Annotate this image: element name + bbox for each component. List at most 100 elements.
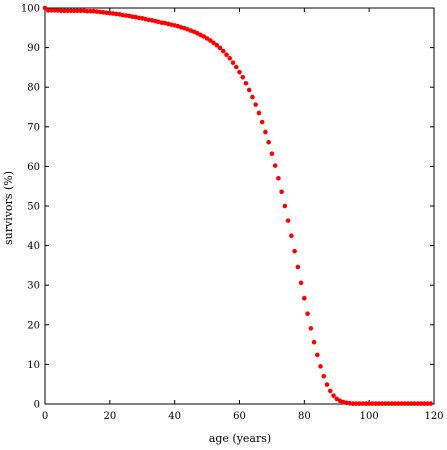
data-point: [321, 373, 327, 379]
data-point: [52, 8, 58, 13]
data-point: [217, 45, 223, 51]
data-point: [350, 401, 356, 406]
data-points: [42, 5, 434, 406]
data-point: [230, 60, 236, 65]
data-point: [318, 364, 323, 369]
data-point: [421, 401, 427, 406]
data-point: [428, 401, 434, 406]
data-point: [295, 264, 301, 270]
data-point: [240, 75, 246, 80]
data-point: [211, 40, 216, 46]
data-point: [259, 119, 265, 125]
data-point: [71, 8, 77, 14]
data-point: [220, 48, 226, 54]
data-point: [409, 401, 414, 406]
data-point: [266, 139, 271, 145]
data-point: [392, 401, 398, 406]
x-tick-label: 120: [424, 411, 443, 422]
data-point: [376, 401, 382, 406]
y-tick-label: 40: [27, 241, 40, 252]
y-tick-label: 10: [27, 360, 40, 371]
x-tick-label: 100: [360, 411, 379, 422]
data-point: [208, 38, 213, 43]
plot-frame: [44, 7, 435, 405]
data-point: [224, 52, 229, 58]
data-point: [253, 102, 259, 107]
data-point: [243, 80, 249, 86]
data-point: [289, 233, 294, 238]
data-point: [379, 401, 385, 406]
data-point: [256, 110, 262, 116]
data-point: [360, 401, 365, 406]
y-tick-label: 50: [27, 202, 40, 213]
data-point: [298, 280, 304, 286]
data-point: [237, 69, 242, 75]
data-point: [263, 129, 268, 135]
data-point: [68, 8, 74, 14]
y-tick-label: 20: [27, 320, 40, 331]
data-point: [327, 388, 333, 394]
data-point: [84, 8, 90, 14]
data-point: [396, 401, 401, 406]
data-point: [272, 163, 278, 168]
data-point: [302, 295, 307, 301]
data-point: [276, 175, 281, 181]
data-point: [373, 401, 378, 406]
data-point: [88, 8, 93, 14]
data-point: [311, 339, 317, 345]
data-point: [415, 401, 421, 406]
data-point: [214, 42, 220, 48]
data-point: [331, 393, 336, 398]
x-tick-label: 0: [42, 411, 48, 422]
data-point: [49, 8, 54, 13]
data-point: [353, 401, 359, 406]
data-point: [402, 401, 408, 406]
data-point: [58, 8, 64, 14]
data-point: [62, 8, 67, 14]
data-point: [389, 401, 395, 406]
data-point: [42, 5, 48, 11]
data-point: [425, 401, 430, 406]
y-tick-label: 90: [27, 43, 40, 54]
data-point: [305, 311, 310, 317]
data-point: [308, 326, 314, 331]
data-point: [65, 8, 70, 14]
data-point: [285, 218, 291, 223]
y-axis-title: survivors (%): [2, 171, 15, 245]
data-point: [250, 94, 255, 100]
data-point: [383, 401, 388, 406]
y-tick-label: 80: [27, 83, 40, 94]
y-tick-label: 30: [27, 281, 40, 292]
y-tick-label: 0: [34, 400, 40, 411]
x-tick-label: 60: [233, 411, 246, 422]
x-tick-label: 80: [298, 411, 311, 422]
data-point: [324, 382, 330, 387]
data-point: [386, 401, 391, 406]
data-point: [363, 401, 369, 406]
data-point: [78, 8, 83, 14]
data-point: [227, 55, 233, 61]
data-point: [412, 401, 417, 406]
data-point: [282, 203, 288, 209]
y-tick-label: 70: [27, 122, 40, 133]
data-point: [370, 401, 375, 406]
data-point: [75, 8, 80, 14]
data-point: [269, 151, 275, 157]
data-point: [246, 87, 252, 93]
data-point: [292, 248, 297, 254]
data-point: [405, 401, 411, 406]
x-tick-label: 40: [168, 411, 181, 422]
data-point: [366, 401, 372, 406]
x-axis-title: age (years): [209, 432, 271, 445]
data-point: [279, 189, 284, 195]
axis-ticks: 0 20 40 60 80 100 120 0 10 20 30 40 50 60 70 80 90 100: [21, 4, 444, 423]
x-tick-label: 20: [103, 411, 116, 422]
data-point: [357, 401, 362, 406]
y-tick-label: 60: [27, 162, 40, 173]
data-point: [315, 352, 320, 358]
data-point: [418, 401, 424, 406]
data-point: [45, 8, 51, 13]
data-point: [233, 64, 239, 70]
y-tick-label: 100: [21, 4, 40, 15]
